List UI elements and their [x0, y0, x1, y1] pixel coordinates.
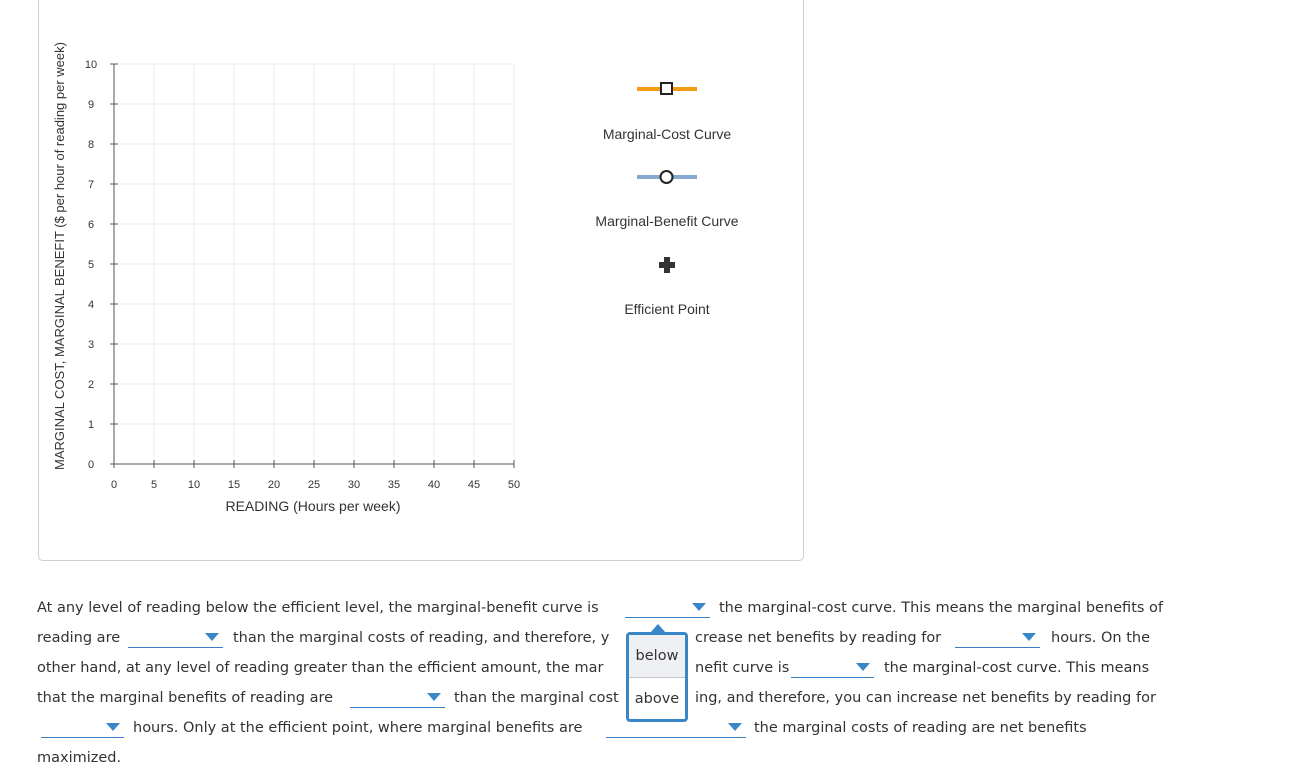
y-tick-label: 10 [85, 59, 97, 71]
y-tick-labels: 0 1 2 3 4 5 6 7 8 9 10 [85, 59, 97, 471]
text-segment: than the marginal cost [454, 690, 619, 706]
marginal-benefit-legend-label: Marginal-Benefit Curve [595, 213, 739, 229]
text-segment: crease net benefits by reading for [695, 630, 942, 646]
x-tick-label: 40 [428, 479, 440, 491]
circle-marker-icon [659, 170, 674, 184]
x-tick-label: 35 [388, 479, 400, 491]
y-tick-label: 0 [88, 459, 94, 471]
mb-vs-mc-below-dropdown[interactable] [625, 595, 710, 618]
text-segment: the marginal-cost curve. This means the … [719, 600, 1164, 616]
text-segment: ing, and therefore, you can increase net… [695, 690, 1156, 706]
mb-vs-mc-above-dropdown[interactable] [791, 655, 874, 678]
x-tick-label: 0 [111, 479, 117, 491]
x-tick-label: 50 [508, 479, 520, 491]
marginal-cost-legend-label: Marginal-Cost Curve [602, 126, 732, 142]
y-tick-label: 1 [88, 419, 94, 431]
reading-more-less-dropdown[interactable] [955, 625, 1040, 648]
text-segment: maximized. [37, 750, 122, 766]
y-tick-label: 4 [88, 299, 94, 311]
efficient-point-comparison-dropdown[interactable] [606, 715, 746, 738]
benefits-comparison-dropdown[interactable] [128, 625, 223, 648]
y-tick-label: 9 [88, 99, 94, 111]
reading-more-less-dropdown-2[interactable] [41, 715, 124, 738]
plus-marker-icon [659, 257, 675, 273]
x-tick-label: 10 [188, 479, 200, 491]
square-marker-icon [660, 82, 673, 95]
caret-down-icon [728, 723, 742, 731]
text-segment: that the marginal benefits of reading ar… [37, 690, 334, 706]
y-tick-label: 5 [88, 259, 94, 271]
text-segment: nefit curve is [695, 660, 790, 676]
y-tick-label: 6 [88, 219, 94, 231]
efficient-point-legend-label: Efficient Point [624, 301, 710, 317]
caret-down-icon [427, 693, 441, 701]
y-tick-label: 7 [88, 179, 94, 191]
x-tick-label: 5 [151, 479, 157, 491]
text-segment: other hand, at any level of reading grea… [37, 660, 604, 676]
marginal-benefit-legend-tool[interactable] [635, 167, 699, 187]
caret-down-icon [692, 603, 706, 611]
text-segment: hours. Only at the efficient point, wher… [133, 720, 583, 736]
caret-down-icon [205, 633, 219, 641]
marginal-cost-legend-tool[interactable] [635, 79, 699, 99]
text-segment: reading are [37, 630, 121, 646]
option-below[interactable]: below [629, 635, 685, 678]
graph-panel: 0 1 2 3 4 5 6 7 8 9 10 0 5 10 15 20 25 30 35 40 45 50 MARGIN… [38, 0, 804, 561]
y-tick-label: 3 [88, 339, 94, 351]
text-segment: the marginal costs of reading are net be… [754, 720, 1087, 736]
dropdown-options-popup: below above [626, 632, 688, 722]
x-tick-labels: 0 5 10 15 20 25 30 35 40 45 50 [111, 479, 520, 491]
y-tick-label: 2 [88, 379, 94, 391]
x-tick-label: 20 [268, 479, 280, 491]
text-segment: than the marginal costs of reading, and … [233, 630, 610, 646]
efficient-point-legend-tool[interactable] [657, 255, 677, 275]
popup-pointer [650, 624, 666, 633]
text-segment: hours. On the [1051, 630, 1150, 646]
caret-down-icon [856, 663, 870, 671]
caret-down-icon [1022, 633, 1036, 641]
x-tick-label: 15 [228, 479, 240, 491]
text-segment: At any level of reading below the effici… [37, 600, 599, 616]
grid [114, 63, 515, 464]
axes [110, 63, 515, 468]
y-tick-label: 8 [88, 139, 94, 151]
text-segment: the marginal-cost curve. This means [884, 660, 1150, 676]
x-tick-label: 45 [468, 479, 480, 491]
x-axis-label: READING (Hours per week) [225, 498, 400, 514]
y-axis-label: MARGINAL COST, MARGINAL BENEFIT ($ per h… [52, 42, 67, 470]
option-above[interactable]: above [634, 691, 680, 707]
x-tick-label: 25 [308, 479, 320, 491]
x-tick-label: 30 [348, 479, 360, 491]
caret-down-icon [106, 723, 120, 731]
benefits-comparison-dropdown-2[interactable] [350, 685, 445, 708]
